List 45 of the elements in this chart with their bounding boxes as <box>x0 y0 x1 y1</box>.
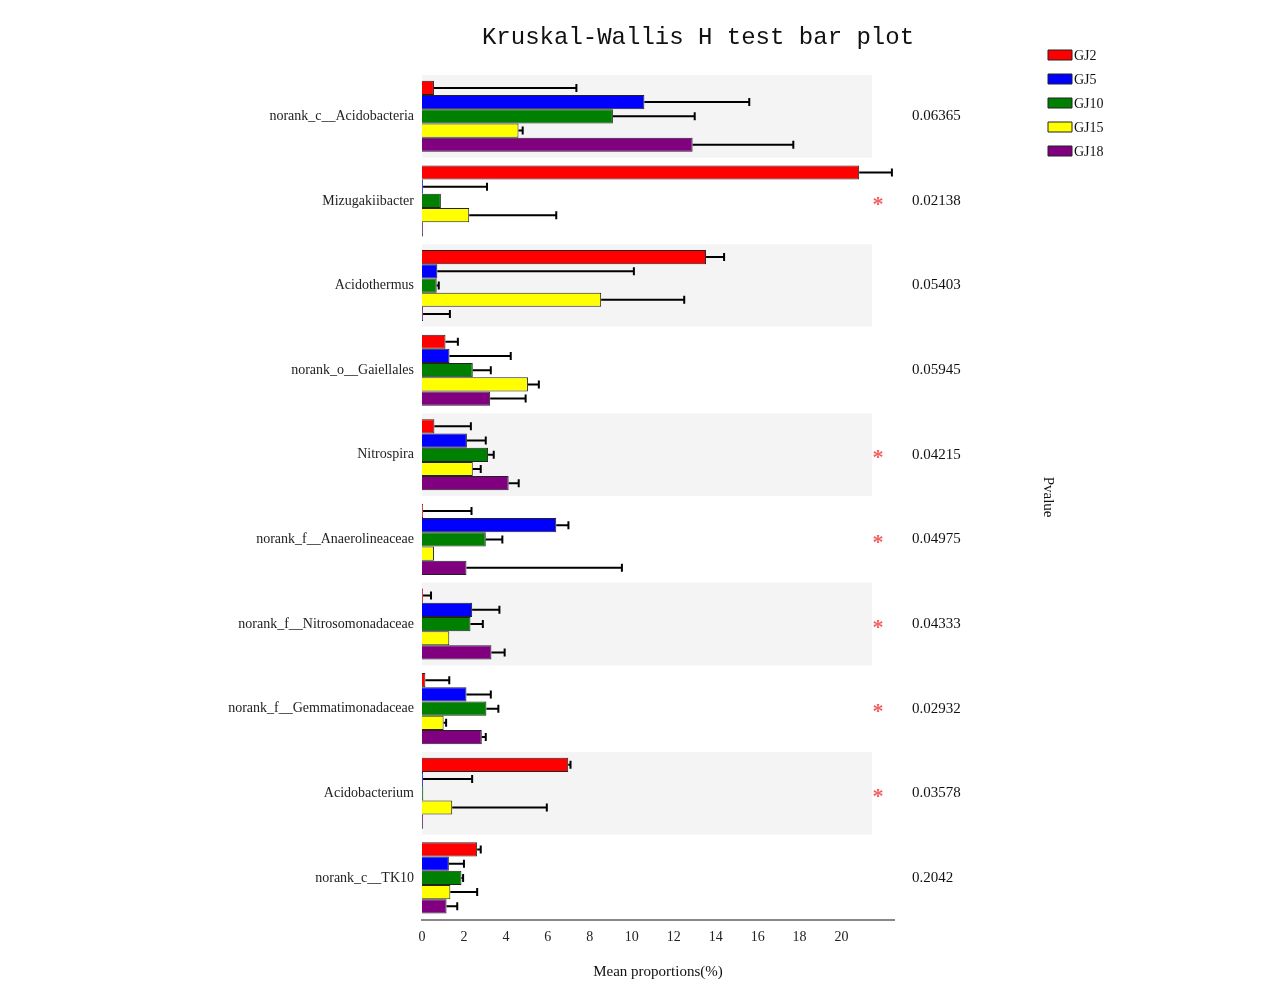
x-tick-label: 18 <box>792 929 807 945</box>
x-tick-label: 12 <box>666 929 681 945</box>
x-tick-label: 14 <box>708 929 723 945</box>
x-tick-label: 16 <box>750 929 765 945</box>
text: 0.04975 <box>912 530 961 547</box>
text: 0.06365 <box>912 107 961 124</box>
y-tick-label: Acidobacterium <box>323 784 415 800</box>
annotation: * <box>872 698 884 724</box>
y-tick-label: norank_c__TK10 <box>315 869 414 885</box>
annotation: * <box>872 529 884 555</box>
text: Pvalue <box>1041 476 1058 518</box>
legend-label: GJ10 <box>1074 95 1104 111</box>
text: 0.05403 <box>912 276 961 293</box>
y-tick-label: Nitrospira <box>357 446 415 462</box>
annotation: * <box>872 782 884 808</box>
y-tick-label: Mizugakiibacter <box>322 192 415 208</box>
y-tick-label: norank_f__Gemmatimonadaceae <box>228 700 414 716</box>
text: 0.2042 <box>912 868 954 885</box>
y-tick-label: norank_f__Nitrosomonadaceae <box>238 615 414 631</box>
x-tick-label: 8 <box>586 929 594 945</box>
text: 0.02138 <box>912 191 961 208</box>
annotation: * <box>872 444 884 470</box>
y-tick-label: norank_o__Gaiellales <box>291 361 414 377</box>
y-tick-label: Acidothermus <box>334 277 414 293</box>
text: 0.04215 <box>912 445 961 462</box>
text: 0.02932 <box>912 699 961 716</box>
legend-label: GJ5 <box>1074 71 1097 87</box>
y-tick-label: norank_c__Acidobacteria <box>269 107 415 123</box>
text: 0.03578 <box>912 784 961 801</box>
x-axis-title: Mean proportions(%) <box>593 962 723 980</box>
legend-label: GJ18 <box>1074 143 1104 159</box>
text: 0.05945 <box>912 361 961 378</box>
y-tick-label: norank_f__Anaerolineaceae <box>256 531 414 547</box>
x-tick-label: 6 <box>544 929 552 945</box>
x-tick-label: 10 <box>624 929 639 945</box>
x-tick-label: 4 <box>502 929 510 945</box>
chart-title: Kruskal-Wallis H test bar plot <box>481 24 915 52</box>
annotation: * <box>872 190 884 216</box>
legend-label: GJ15 <box>1074 119 1104 135</box>
legend-label: GJ2 <box>1074 47 1097 63</box>
annotation: * <box>872 613 884 639</box>
x-tick-label: 0 <box>418 929 426 945</box>
text: 0.04333 <box>912 614 961 631</box>
x-tick-label: 20 <box>834 929 849 945</box>
x-tick-label: 2 <box>460 929 468 945</box>
